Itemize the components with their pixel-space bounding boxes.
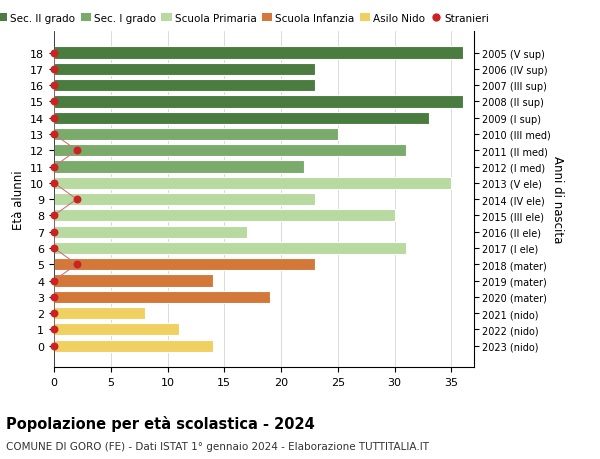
Bar: [54, 112, 428, 124]
Point: [49, 99, 59, 106]
Bar: [54, 145, 406, 157]
Point: [49, 66, 59, 73]
Bar: [54, 258, 315, 271]
Bar: [54, 275, 213, 287]
Bar: [54, 96, 463, 108]
Point: [49, 310, 59, 317]
Y-axis label: Età alunni: Età alunni: [11, 170, 25, 230]
Legend: Sec. II grado, Sec. I grado, Scuola Primaria, Scuola Infanzia, Asilo Nido, Stran: Sec. II grado, Sec. I grado, Scuola Prim…: [0, 14, 489, 23]
Point: [49, 293, 59, 301]
Point: [49, 245, 59, 252]
Point: [49, 163, 59, 171]
Text: COMUNE DI GORO (FE) - Dati ISTAT 1° gennaio 2024 - Elaborazione TUTTITALIA.IT: COMUNE DI GORO (FE) - Dati ISTAT 1° genn…: [6, 441, 429, 451]
Point: [49, 212, 59, 219]
Point: [49, 115, 59, 122]
Point: [49, 277, 59, 285]
Bar: [54, 340, 213, 352]
Bar: [54, 194, 315, 206]
Point: [49, 82, 59, 90]
Bar: [54, 210, 395, 222]
Point: [49, 229, 59, 236]
Point: [49, 131, 59, 138]
Text: Popolazione per età scolastica - 2024: Popolazione per età scolastica - 2024: [6, 415, 315, 431]
Point: [72, 196, 82, 203]
Bar: [54, 242, 406, 254]
Bar: [54, 177, 451, 190]
Point: [72, 261, 82, 269]
Bar: [54, 324, 179, 336]
Point: [72, 147, 82, 155]
Point: [49, 342, 59, 350]
Point: [49, 180, 59, 187]
Bar: [54, 47, 463, 60]
Point: [49, 50, 59, 57]
Bar: [54, 226, 247, 238]
Bar: [54, 307, 145, 319]
Bar: [54, 64, 315, 76]
Bar: [54, 80, 315, 92]
Y-axis label: Anni di nascita: Anni di nascita: [551, 156, 564, 243]
Point: [49, 326, 59, 333]
Bar: [54, 291, 269, 303]
Bar: [54, 129, 338, 141]
Bar: [54, 161, 304, 173]
